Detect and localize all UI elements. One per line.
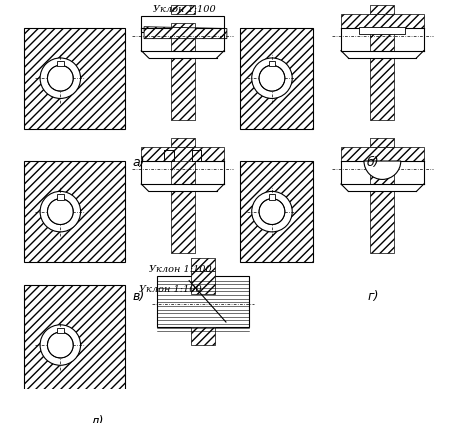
Bar bbox=[269, 61, 275, 66]
Circle shape bbox=[252, 58, 292, 99]
Wedge shape bbox=[364, 161, 401, 179]
Bar bbox=[341, 14, 424, 27]
Bar bbox=[171, 191, 195, 253]
Bar bbox=[192, 150, 201, 161]
Bar bbox=[370, 5, 394, 14]
Bar bbox=[57, 327, 64, 333]
Text: г): г) bbox=[367, 290, 379, 303]
Bar bbox=[191, 327, 215, 345]
Circle shape bbox=[40, 191, 81, 232]
Bar bbox=[164, 150, 173, 161]
Bar bbox=[191, 258, 215, 272]
Circle shape bbox=[252, 191, 292, 232]
Circle shape bbox=[47, 199, 73, 225]
Polygon shape bbox=[144, 27, 227, 38]
Circle shape bbox=[48, 66, 73, 91]
Bar bbox=[359, 27, 405, 34]
Bar bbox=[370, 191, 394, 253]
Bar bbox=[370, 138, 394, 147]
Bar bbox=[164, 150, 173, 161]
Text: д): д) bbox=[91, 414, 104, 423]
Circle shape bbox=[40, 58, 81, 99]
Bar bbox=[141, 16, 224, 32]
Bar bbox=[341, 147, 424, 161]
Bar bbox=[240, 27, 313, 129]
Bar bbox=[171, 58, 195, 120]
Circle shape bbox=[48, 199, 73, 224]
Text: Уклон 1:100: Уклон 1:100 bbox=[139, 285, 202, 294]
Text: а): а) bbox=[132, 157, 145, 170]
Circle shape bbox=[40, 325, 81, 365]
Bar bbox=[370, 23, 394, 51]
Bar bbox=[171, 157, 195, 184]
Bar bbox=[24, 27, 125, 129]
Text: Уклон 1:100: Уклон 1:100 bbox=[148, 265, 211, 274]
Bar bbox=[171, 23, 195, 51]
Bar bbox=[24, 285, 125, 396]
Text: Уклон 1:100: Уклон 1:100 bbox=[153, 5, 216, 14]
Circle shape bbox=[47, 332, 73, 358]
Circle shape bbox=[259, 65, 285, 91]
Bar bbox=[171, 5, 195, 14]
Bar bbox=[191, 272, 215, 294]
Bar bbox=[57, 194, 64, 200]
Circle shape bbox=[260, 66, 284, 91]
Circle shape bbox=[47, 65, 73, 91]
Circle shape bbox=[260, 199, 284, 224]
Bar bbox=[269, 194, 275, 200]
Bar bbox=[141, 147, 224, 161]
Text: в): в) bbox=[132, 290, 145, 303]
Bar bbox=[57, 61, 64, 66]
Bar bbox=[157, 276, 249, 327]
Circle shape bbox=[48, 332, 73, 357]
Bar bbox=[370, 58, 394, 120]
Bar bbox=[192, 150, 201, 161]
Bar bbox=[370, 157, 394, 184]
Bar bbox=[240, 161, 313, 262]
Circle shape bbox=[259, 199, 285, 225]
Bar bbox=[24, 161, 125, 262]
Text: б): б) bbox=[367, 157, 380, 170]
Bar bbox=[171, 138, 195, 147]
